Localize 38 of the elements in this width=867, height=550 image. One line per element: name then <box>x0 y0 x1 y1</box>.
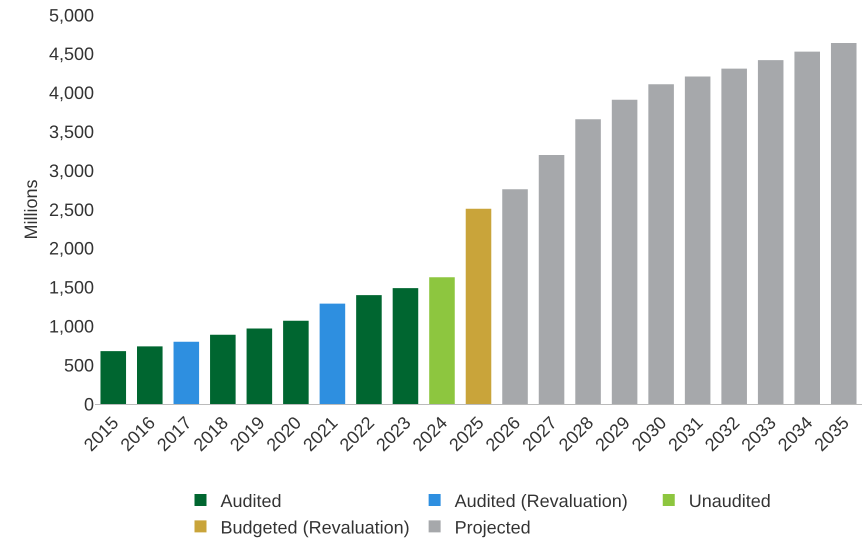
bar <box>320 304 346 404</box>
bar <box>210 334 236 404</box>
bar <box>794 52 820 404</box>
bar <box>429 277 455 404</box>
y-tick-label: 2,500 <box>48 200 94 220</box>
y-tick-label: 0 <box>84 394 94 414</box>
bar <box>502 189 528 404</box>
bar <box>648 84 674 404</box>
bar <box>830 43 857 404</box>
bar <box>684 76 710 404</box>
legend-label: Budgeted (Revaluation) <box>220 517 410 538</box>
y-tick-label: 500 <box>64 355 94 376</box>
y-tick-label: 4,000 <box>48 83 94 104</box>
y-tick-label: 3,000 <box>48 160 94 181</box>
y-axis-title: Millions <box>21 179 42 240</box>
bar <box>466 208 492 404</box>
y-tick-label: 4,500 <box>48 44 94 64</box>
y-tick-label: 5,000 <box>48 5 94 26</box>
bar <box>612 100 638 404</box>
legend-label: Audited (Revaluation) <box>454 491 628 512</box>
y-tick-label: 1,000 <box>48 316 94 336</box>
bar <box>392 288 418 404</box>
bar <box>721 68 747 404</box>
bar <box>246 328 272 404</box>
bar <box>174 342 200 404</box>
bar <box>283 320 309 404</box>
legend-label: Audited <box>220 491 282 512</box>
bar <box>758 60 784 404</box>
bar <box>137 346 163 404</box>
legend-label: Unaudited <box>688 491 771 512</box>
legend-label: Projected <box>454 517 531 538</box>
bar <box>356 295 382 404</box>
y-tick-label: 3,500 <box>48 122 94 142</box>
y-tick-label: 1,500 <box>48 278 94 298</box>
y-tick-label: 2,000 <box>48 238 94 259</box>
bar <box>575 119 601 404</box>
bar <box>100 351 126 404</box>
bar <box>538 155 564 404</box>
